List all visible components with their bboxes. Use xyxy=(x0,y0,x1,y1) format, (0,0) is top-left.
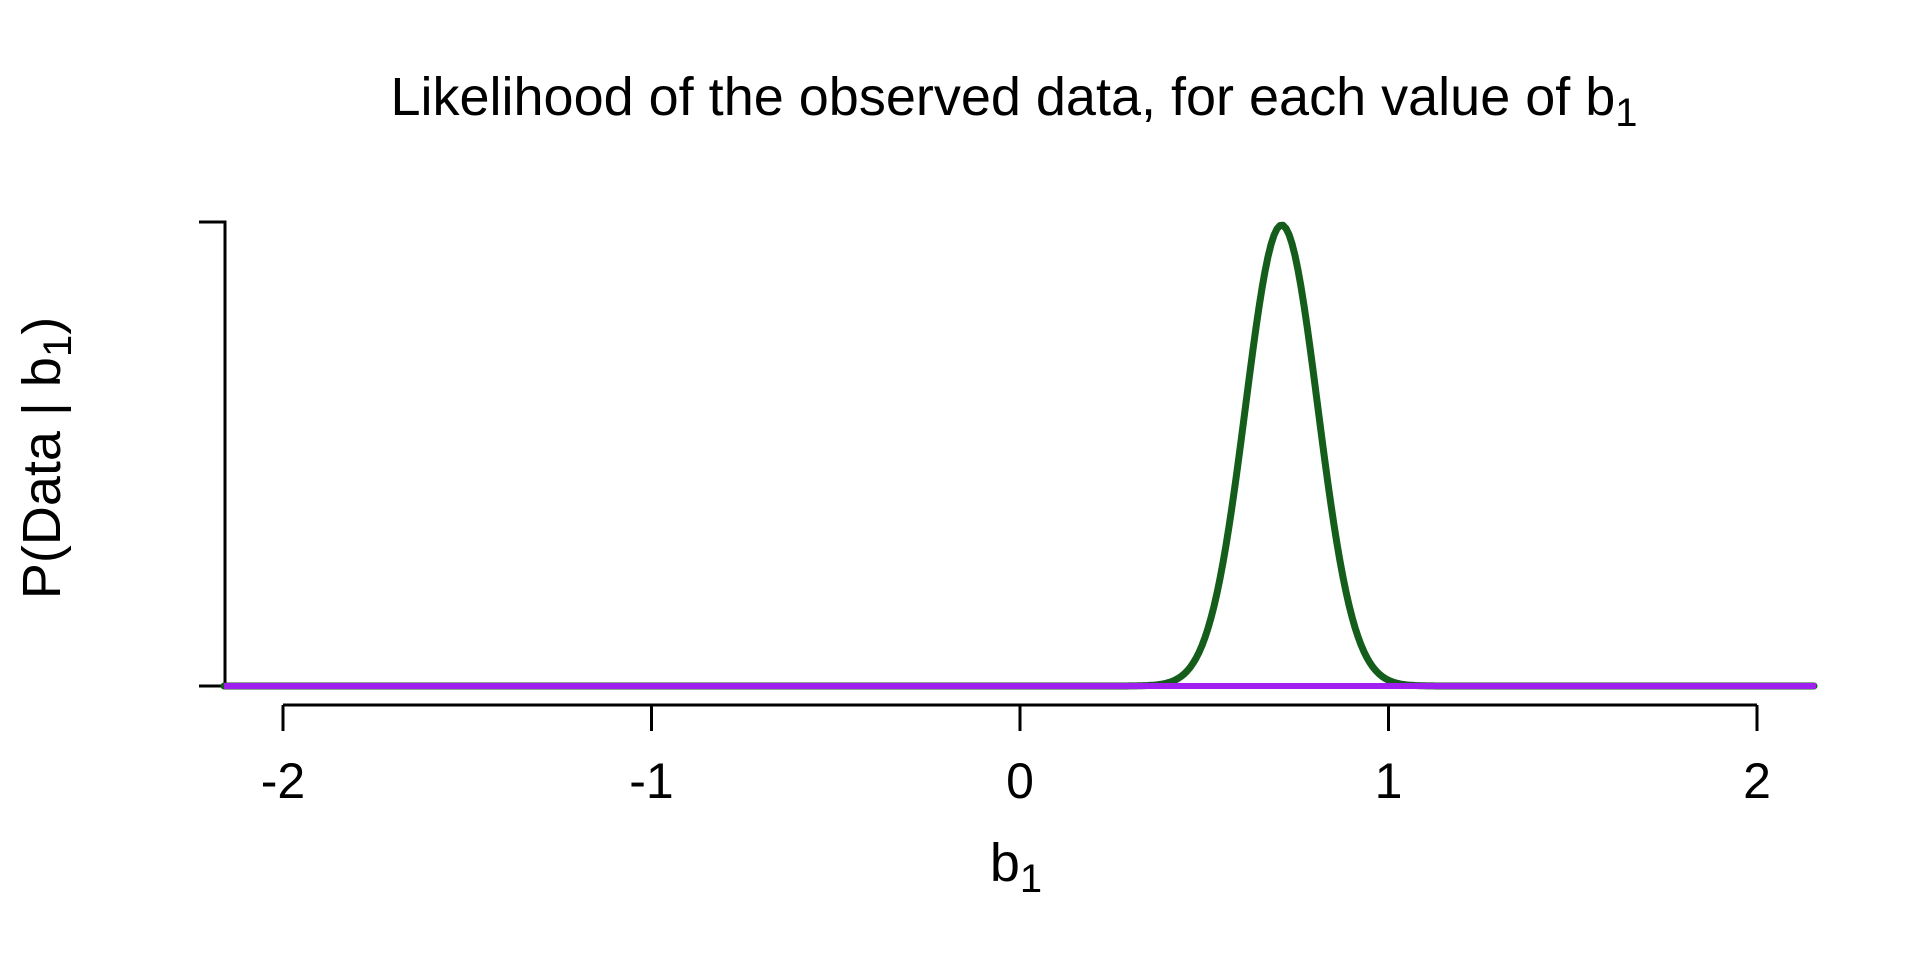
x-axis-label-text: b xyxy=(989,833,1020,893)
plot-title: Likelihood of the observed data, for eac… xyxy=(390,67,1637,133)
y-axis xyxy=(199,220,227,688)
x-axis-label-subscript: 1 xyxy=(1019,857,1043,902)
plot-title-text: Likelihood of the observed data, for eac… xyxy=(390,67,1616,127)
plot-title-subscript: 1 xyxy=(1615,91,1638,136)
x-axis-label: b1 xyxy=(989,833,1042,899)
likelihood-curve xyxy=(220,221,1818,690)
x-axis xyxy=(281,703,1759,731)
